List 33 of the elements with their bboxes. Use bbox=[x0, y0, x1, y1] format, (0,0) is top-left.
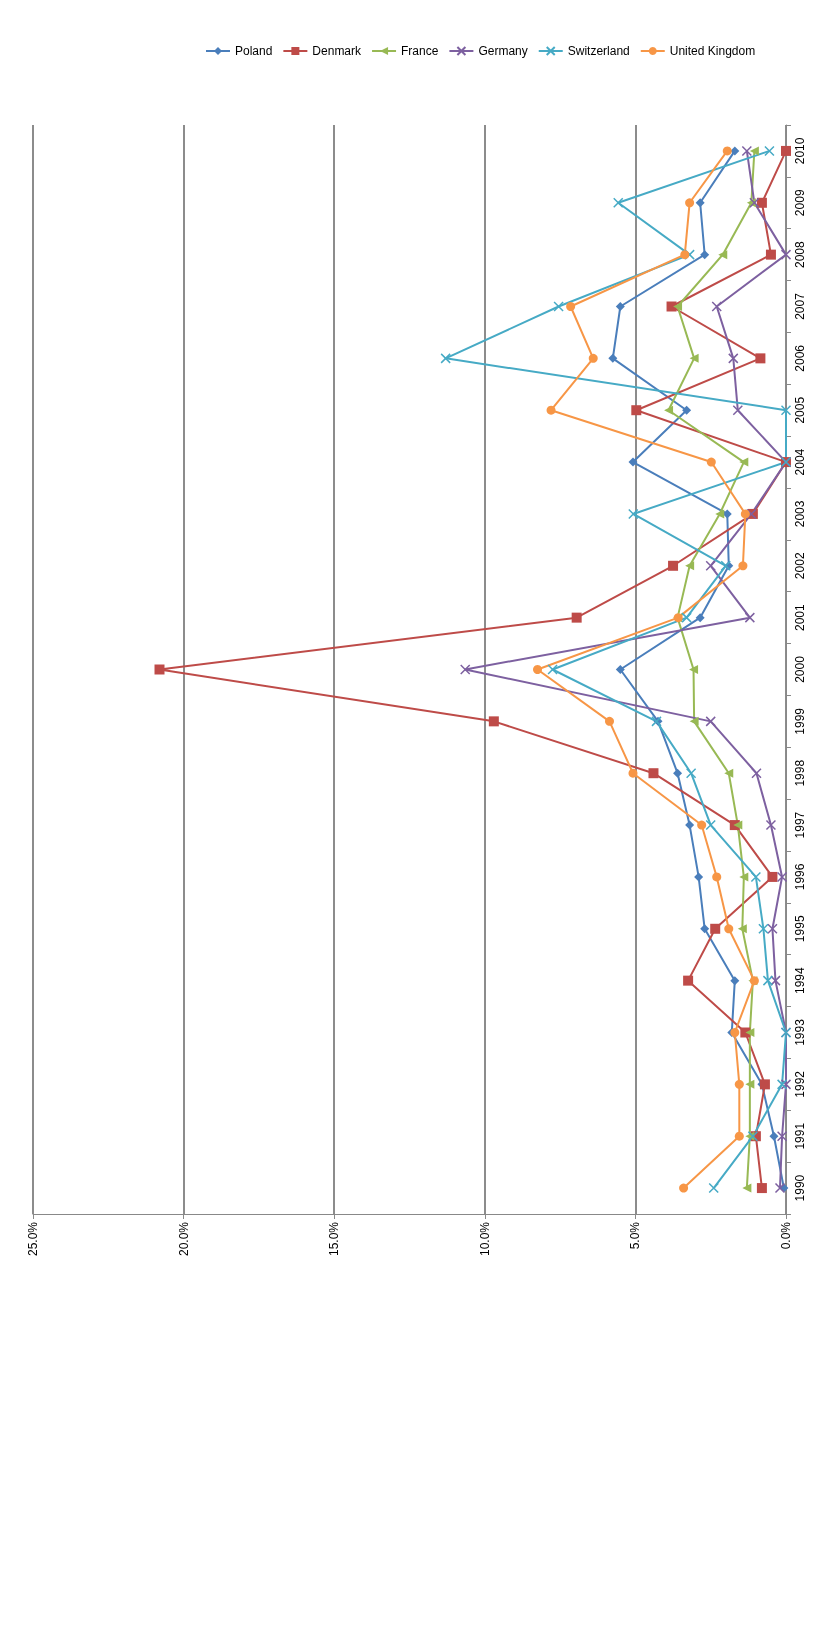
legend-label: Germany bbox=[478, 44, 528, 58]
legend-label: United Kingdom bbox=[669, 44, 756, 58]
x-tick-label: 20.0% bbox=[176, 1221, 191, 1257]
y-tick-label: 2005 bbox=[793, 396, 807, 424]
legend-label: Poland bbox=[235, 44, 273, 58]
y-tick-label: 1999 bbox=[793, 707, 807, 735]
y-tick-label: 1997 bbox=[793, 811, 807, 839]
y-tick-label: 1993 bbox=[793, 1018, 807, 1046]
y-tick-label: 2008 bbox=[793, 240, 807, 268]
y-tick-label: 1990 bbox=[793, 1174, 807, 1202]
y-tick-label: 2002 bbox=[793, 552, 807, 580]
y-tick-label: 2009 bbox=[793, 189, 807, 217]
legend-label: Switzerland bbox=[567, 44, 630, 58]
legend-label: France bbox=[401, 44, 439, 58]
y-tick-label: 2004 bbox=[793, 448, 807, 476]
y-tick-label: 1996 bbox=[793, 863, 807, 891]
y-tick-label: 1994 bbox=[793, 966, 807, 994]
y-tick-label: 1991 bbox=[793, 1122, 807, 1150]
y-tick-label: 2000 bbox=[793, 655, 807, 683]
y-tick-label: 2010 bbox=[793, 137, 807, 165]
y-tick-label: 2006 bbox=[793, 344, 807, 372]
x-tick-label: 5.0% bbox=[628, 1221, 643, 1250]
y-tick-label: 1998 bbox=[793, 759, 807, 787]
y-tick-label: 2003 bbox=[793, 500, 807, 528]
x-tick-label: 15.0% bbox=[327, 1221, 342, 1257]
legend-label: Denmark bbox=[312, 44, 363, 58]
x-tick-label: 0.0% bbox=[779, 1221, 793, 1250]
y-tick-label: 2007 bbox=[793, 292, 807, 320]
x-tick-label: 25.0% bbox=[26, 1221, 40, 1257]
x-tick-label: 10.0% bbox=[477, 1221, 492, 1257]
y-tick-label: 1992 bbox=[793, 1070, 807, 1098]
y-tick-label: 2001 bbox=[793, 603, 807, 631]
y-tick-label: 1995 bbox=[793, 915, 807, 943]
